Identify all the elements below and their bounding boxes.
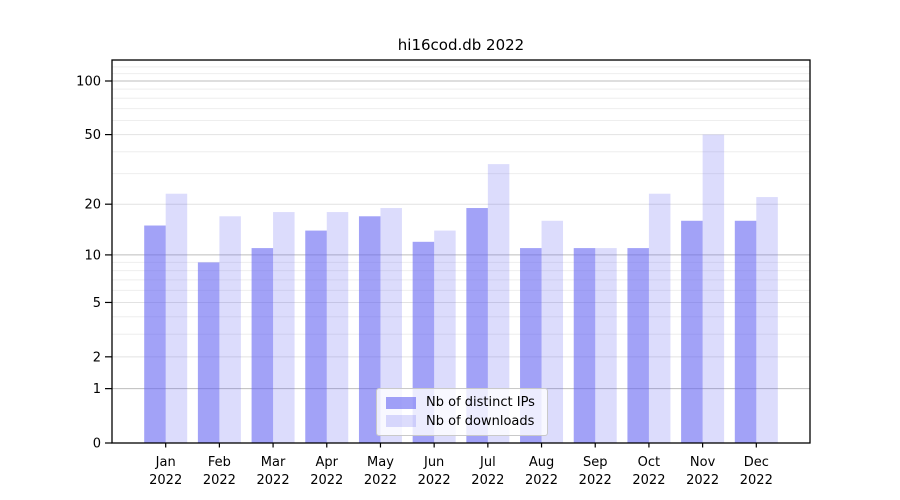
chart-title: hi16cod.db 2022 [397, 36, 525, 54]
legend: Nb of distinct IPs Nb of downloads [376, 388, 548, 436]
y-tick-label-2: 2 [93, 350, 101, 365]
bar-ips-May [358, 216, 381, 443]
legend-swatch-downloads [386, 415, 416, 428]
y-tick-label-100: 100 [76, 74, 101, 89]
x-tick-label-month-May: May [367, 455, 394, 470]
bar-ips-Mar [251, 248, 274, 443]
x-tick-label-month-Mar: Mar [261, 455, 286, 470]
legend-item-downloads: Nb of downloads [386, 414, 538, 430]
x-tick-label-year-Oct: 2022 [632, 473, 665, 488]
legend-label-downloads: Nb of downloads [426, 413, 535, 429]
bar-ips-Jan [144, 225, 166, 443]
bar-ips-Jul [466, 208, 488, 443]
x-tick-label-year-Aug: 2022 [525, 473, 558, 488]
x-tick-label-year-Jun: 2022 [418, 473, 451, 488]
bar-downloads-Feb [219, 216, 241, 443]
x-tick-label-month-Jan: Jan [155, 455, 176, 470]
legend-item-ips: Nb of distinct IPs [386, 395, 538, 411]
bar-downloads-May [380, 208, 402, 443]
x-tick-label-year-Apr: 2022 [310, 473, 343, 488]
bar-ips-Dec [734, 220, 757, 443]
x-tick-label-year-Mar: 2022 [257, 473, 290, 488]
x-tick-label-month-Apr: Apr [316, 455, 339, 470]
x-tick-label-year-Nov: 2022 [686, 473, 719, 488]
bar-downloads-Nov [702, 134, 725, 444]
x-tick-label-month-Aug: Aug [529, 455, 554, 470]
legend-swatch-ips [386, 396, 416, 409]
x-tick-label-year-Jul: 2022 [471, 473, 504, 488]
x-tick-label-month-Feb: Feb [208, 455, 231, 470]
bar-downloads-Oct [648, 193, 671, 443]
x-tick-label-month-Sep: Sep [583, 455, 608, 470]
legend-label-ips: Nb of distinct IPs [426, 394, 535, 410]
bar-ips-Sep [573, 248, 596, 443]
bar-downloads-Aug [541, 220, 564, 443]
bar-downloads-Apr [326, 212, 349, 443]
bar-ips-Oct [627, 248, 649, 443]
plot-frame [111, 59, 811, 444]
x-tick-label-month-Nov: Nov [690, 455, 716, 470]
x-tick-label-year-Jan: 2022 [149, 473, 182, 488]
bar-ips-Apr [305, 230, 327, 443]
y-tick-label-20: 20 [84, 198, 101, 213]
bar-ips-Feb [197, 262, 220, 443]
bar-ips-Nov [681, 220, 703, 443]
bar-downloads-Dec [756, 197, 778, 443]
y-tick-label-1: 1 [93, 382, 101, 397]
y-tick-label-10: 10 [84, 248, 101, 263]
x-tick-label-month-Jul: Jul [479, 455, 496, 470]
bar-downloads-Jan [165, 193, 188, 443]
x-tick-label-year-Sep: 2022 [579, 473, 612, 488]
bar-downloads-Jul [487, 164, 510, 443]
x-tick-label-year-Feb: 2022 [203, 473, 236, 488]
y-tick-label-0: 0 [93, 437, 101, 452]
y-tick-label-5: 5 [93, 296, 101, 311]
x-tick-label-year-May: 2022 [364, 473, 397, 488]
bar-downloads-Mar [273, 212, 295, 443]
x-tick-label-year-Dec: 2022 [740, 473, 773, 488]
x-tick-label-month-Jun: Jun [423, 455, 444, 470]
x-tick-label-month-Dec: Dec [744, 455, 769, 470]
x-tick-label-month-Oct: Oct [638, 455, 660, 470]
bar-downloads-Sep [595, 248, 617, 443]
y-tick-label-50: 50 [84, 128, 101, 143]
